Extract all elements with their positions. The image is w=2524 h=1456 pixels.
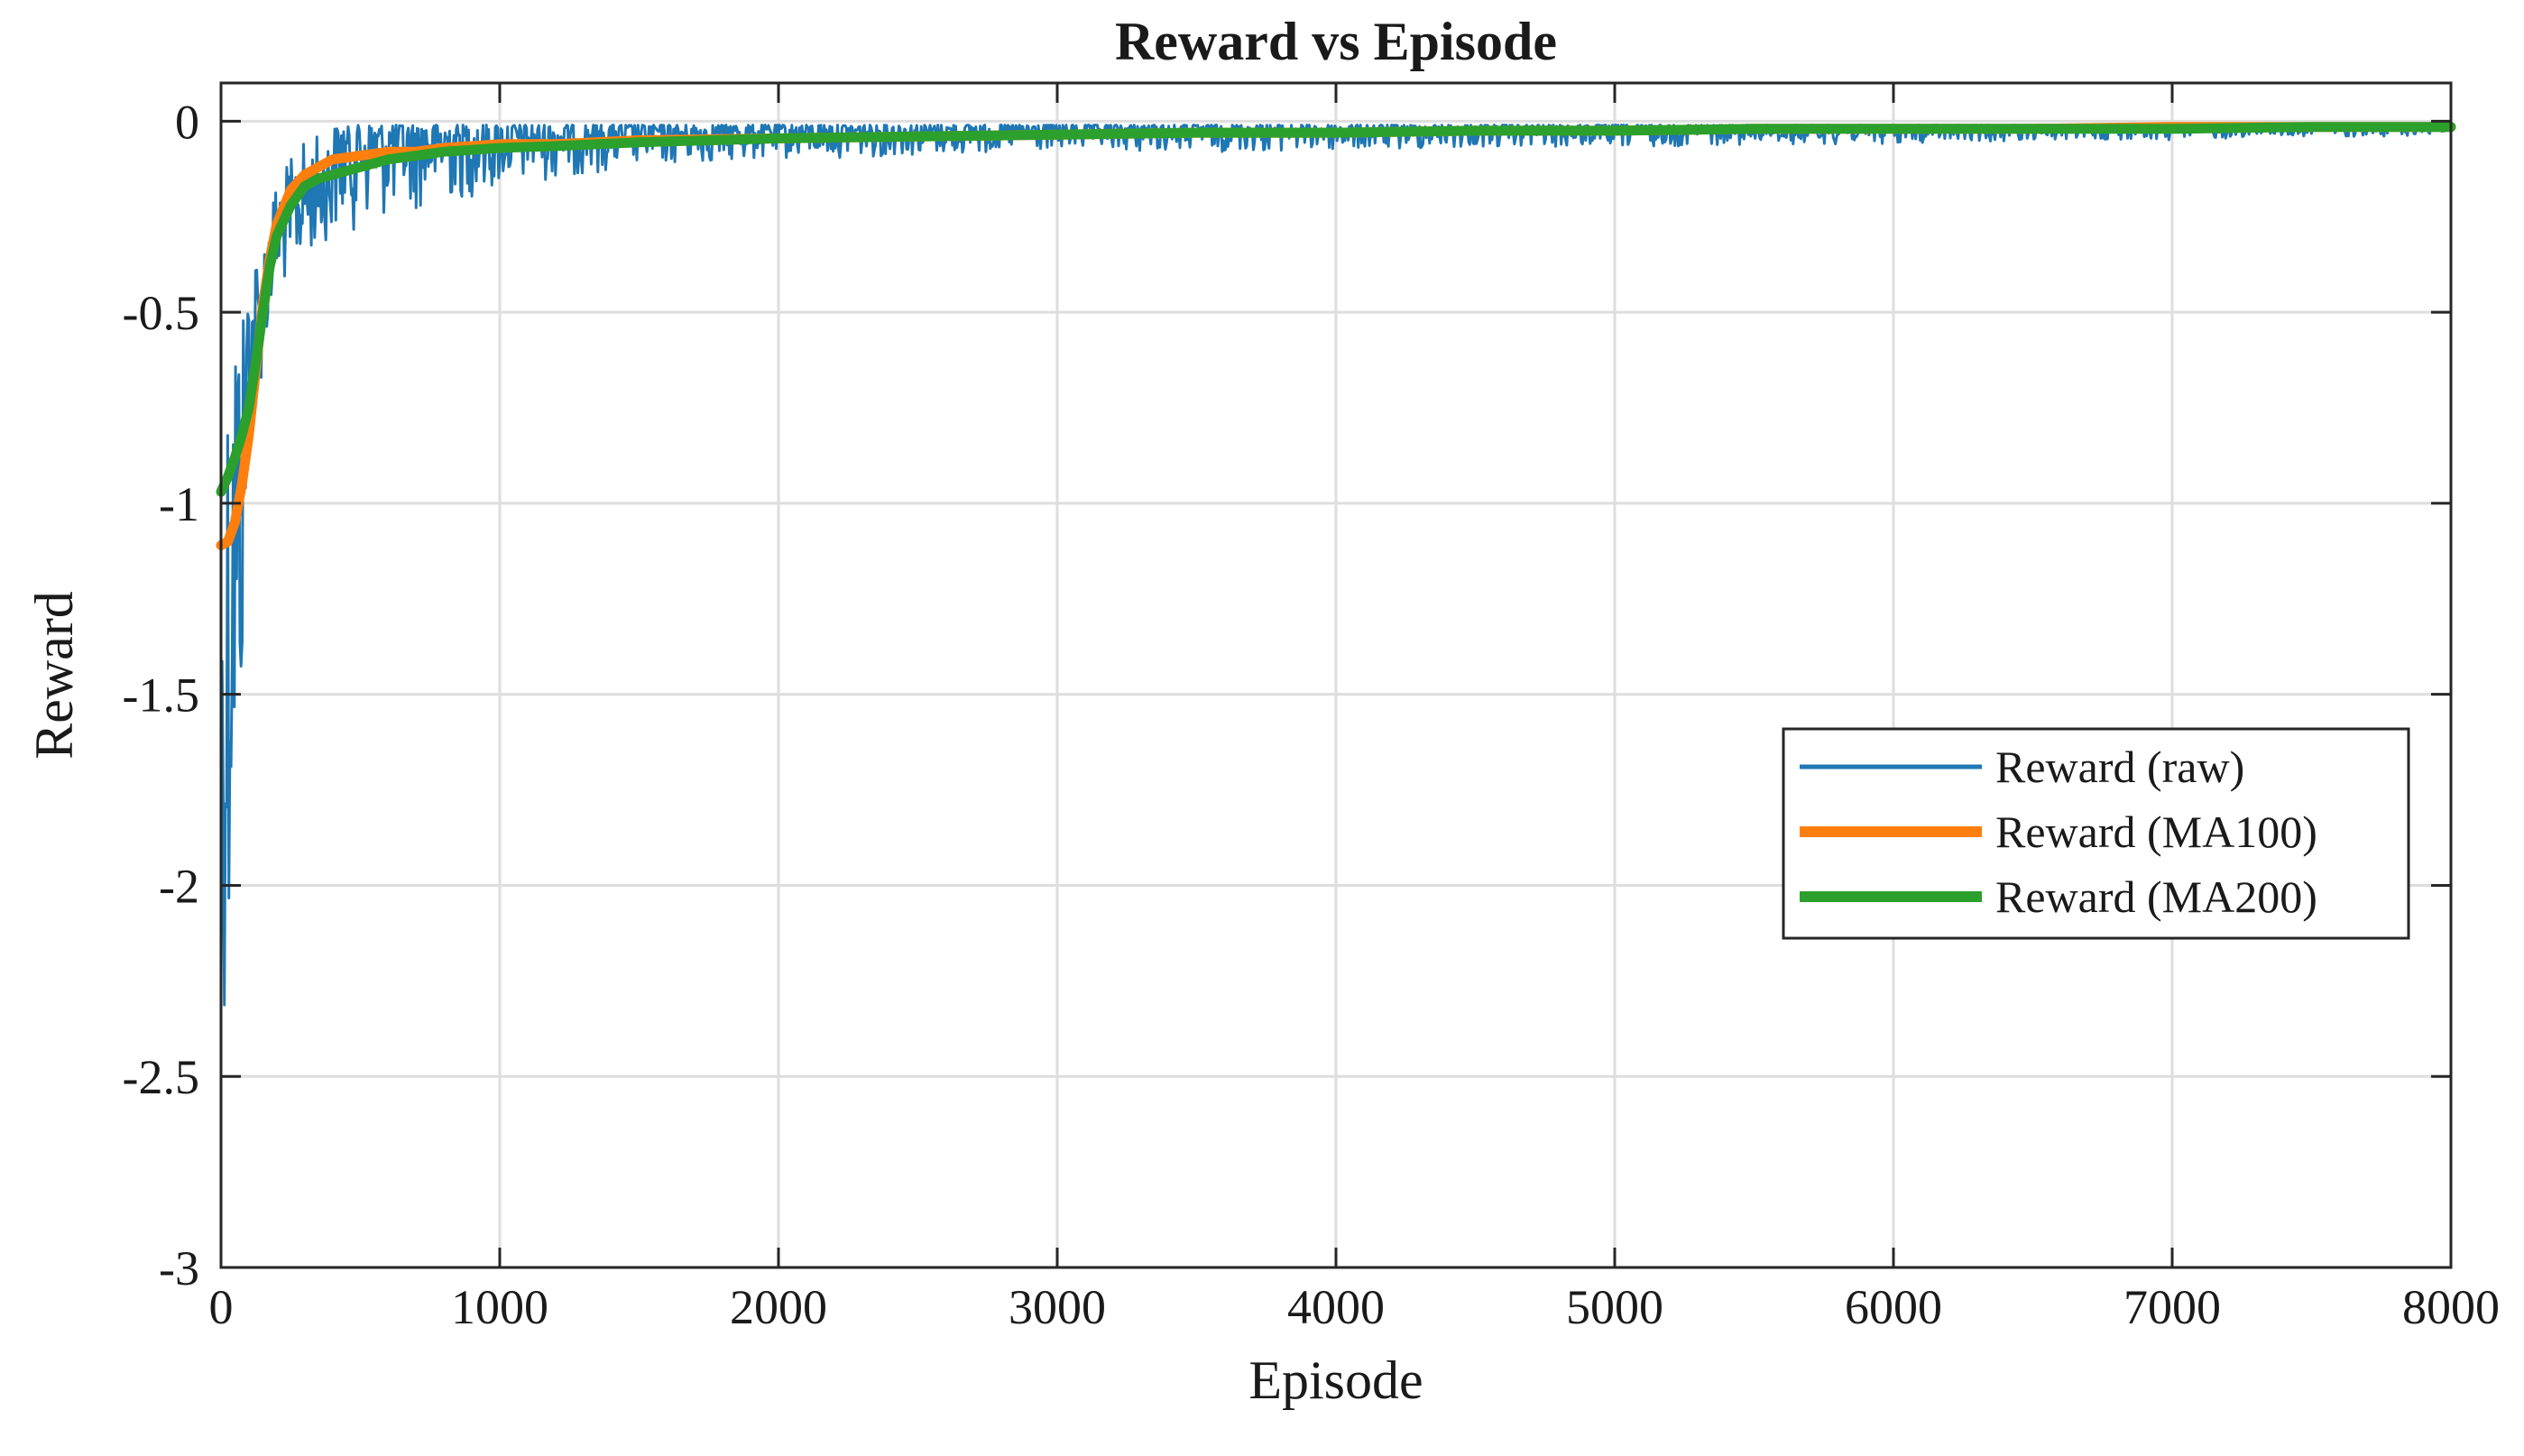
x-tick-label: 6000 (1845, 1280, 1942, 1334)
x-tick-label: 4000 (1287, 1280, 1385, 1334)
x-tick-label: 0 (209, 1280, 234, 1334)
y-tick-label: -3 (159, 1241, 199, 1295)
y-tick-label: 0 (175, 95, 199, 149)
ticks: 0 1000 2000 3000 4000 5000 6000 7000 8000 0 -0.5 -1… (123, 83, 2500, 1334)
y-axis-label: Reward (24, 591, 84, 760)
x-tick-label: 5000 (1566, 1280, 1663, 1334)
y-tick-label: -0.5 (123, 286, 199, 340)
y-tick-label: -1 (159, 477, 199, 531)
y-tick-label: -2.5 (123, 1050, 199, 1104)
chart-title: Reward vs Episode (1115, 12, 1557, 71)
y-tick-label: -1.5 (123, 668, 199, 723)
x-tick-label: 7000 (2123, 1280, 2221, 1334)
series-line-ma200 (216, 122, 2456, 497)
y-tick-label: -2 (159, 859, 199, 913)
legend-label: Reward (MA100) (1995, 806, 2317, 857)
x-axis-label: Episode (1248, 1350, 1423, 1410)
legend: Reward (raw) Reward (MA100) Reward (MA200) (1782, 727, 2410, 940)
legend-label: Reward (MA200) (1995, 871, 2317, 922)
series-layer (216, 122, 2456, 1007)
x-tick-label: 2000 (730, 1280, 827, 1334)
x-tick-label: 1000 (451, 1280, 548, 1334)
x-tick-label: 8000 (2402, 1280, 2500, 1334)
x-tick-label: 3000 (1009, 1280, 1106, 1334)
legend-label: Reward (raw) (1995, 742, 2244, 792)
